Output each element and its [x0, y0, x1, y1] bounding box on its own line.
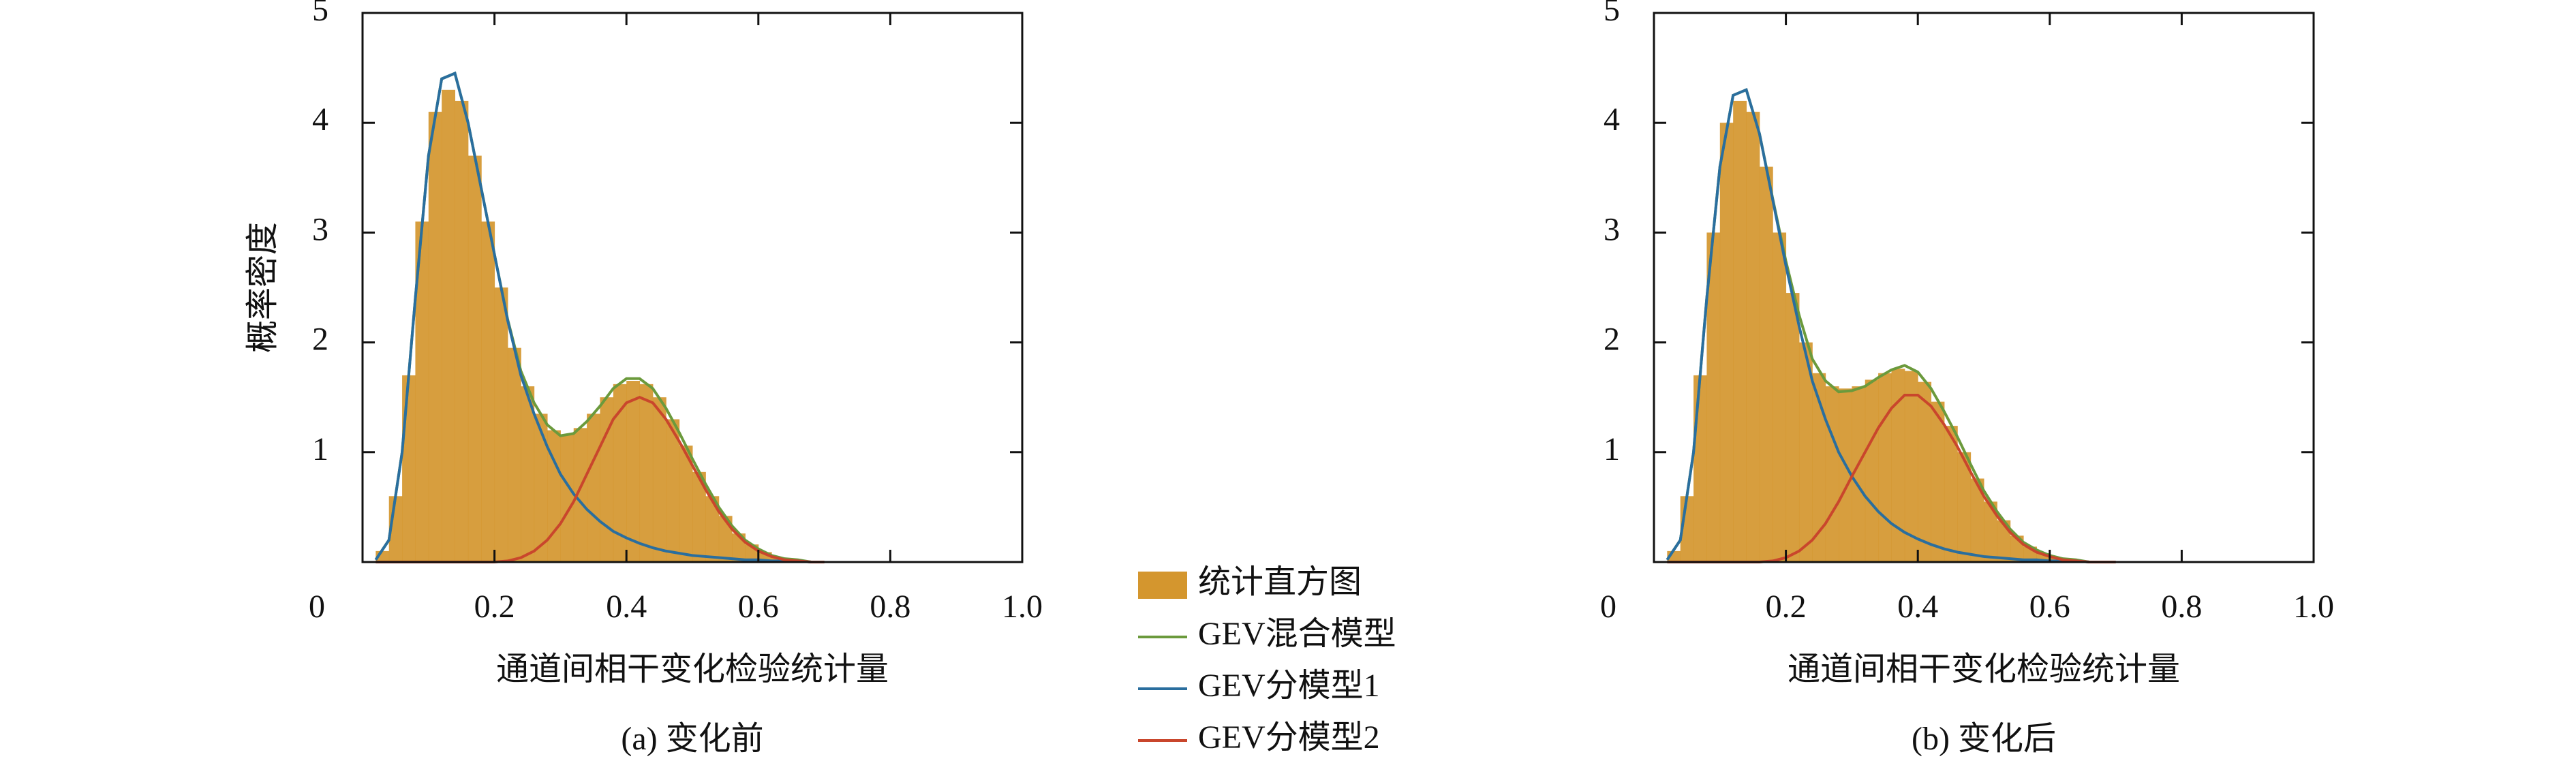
legend-label: GEV混合模型 — [1198, 616, 1396, 652]
histogram-bar — [415, 221, 429, 562]
x-tick-label: 0.6 — [2029, 589, 2070, 625]
histogram-bar — [1891, 369, 1905, 562]
y-tick-label: 2 — [312, 322, 328, 358]
y-axis-label: 概率密度 — [245, 222, 281, 353]
histogram-bar — [1904, 371, 1918, 562]
histogram-bar — [1918, 382, 1932, 562]
histogram-bar — [1865, 379, 1879, 562]
histogram-bar — [666, 419, 680, 562]
histogram-bar — [507, 347, 521, 562]
legend-swatch — [1138, 572, 1187, 599]
y-tick-label: 3 — [1604, 211, 1620, 247]
histogram-bar — [1785, 293, 1800, 562]
histogram-bar — [718, 516, 733, 562]
histogram-bar — [442, 89, 456, 563]
legend: 统计直方图 GEV混合模型 GEV分模型1 GEV分模型2 — [1138, 564, 1396, 756]
plot-frame — [1653, 12, 2315, 563]
histogram-bar — [1944, 426, 1958, 562]
histogram-bar — [1839, 388, 1852, 562]
x-tick-label: 0.8 — [870, 589, 910, 625]
histogram-bar — [1773, 232, 1787, 562]
histogram-bar — [705, 496, 720, 562]
histogram-bar — [534, 414, 548, 562]
histogram-bar — [626, 381, 641, 562]
histogram-bar — [494, 287, 508, 562]
caption: (b) 变化后 — [1912, 721, 2056, 757]
y-tick-label: 5 — [312, 0, 328, 28]
x-tick-label: 0.6 — [738, 589, 779, 625]
x-tick-label: 0.2 — [1766, 589, 1807, 625]
x-tick-label: 0 — [1600, 589, 1616, 625]
histogram-bar — [1878, 373, 1892, 562]
legend-label: 统计直方图 — [1198, 564, 1362, 600]
x-axis-label: 通道间相干变化检验统计量 — [496, 651, 889, 687]
caption: (a) 变化前 — [621, 721, 763, 757]
histogram-bar — [1970, 478, 1984, 562]
density-line — [374, 71, 825, 563]
histogram-bar — [402, 375, 416, 562]
histogram-bar — [679, 446, 693, 562]
density-line — [1666, 88, 2116, 563]
x-axis-label: 通道间相干变化检验统计量 — [1788, 651, 2180, 687]
y-tick-label: 4 — [312, 102, 328, 138]
y-tick-label: 3 — [312, 211, 328, 247]
histogram-bar — [1719, 123, 1734, 562]
histogram-bar — [481, 221, 495, 562]
histogram-bar — [1733, 100, 1747, 562]
x-tick-label: 0 — [309, 589, 325, 625]
histogram-bar — [1825, 386, 1839, 562]
chart: 1 2 3 4 5 0 0.2 0.4 0.6 0.8 1.0 通道间相干变化检验统计量 (a) 变化前… — [245, 0, 1043, 757]
histogram-bar — [1693, 375, 1707, 562]
histogram-bar — [467, 155, 482, 562]
x-tick-label: 1.0 — [1002, 589, 1043, 625]
y-axis-label: 概率密度 — [245, 222, 281, 353]
histogram-bar — [1798, 342, 1813, 562]
histogram-bar — [1759, 166, 1773, 562]
x-tick-label: 0.2 — [474, 589, 515, 625]
histogram-bar — [1812, 373, 1826, 562]
histogram-bar — [1746, 112, 1760, 562]
histogram-bar — [652, 397, 666, 562]
histogram-bar — [1852, 386, 1866, 562]
plot-frame — [361, 12, 1024, 563]
histogram-bar — [613, 384, 627, 562]
chart: 1 2 3 4 5 0 0.2 0.4 0.6 0.8 1.0 通道间相干变化检验统计量 (b) 变化后… — [245, 0, 2334, 757]
y-tick-label: 2 — [1604, 322, 1620, 358]
histogram-bar — [428, 112, 442, 562]
histogram-bar — [1706, 232, 1721, 562]
y-tick-label: 4 — [1604, 102, 1620, 138]
histogram-bar — [1957, 452, 1972, 562]
legend-label: GEV分模型2 — [1198, 719, 1380, 756]
y-tick-label: 1 — [312, 431, 328, 467]
y-tick-label: 5 — [1604, 0, 1620, 28]
histogram-bar — [1931, 401, 1945, 562]
x-tick-label: 1.0 — [2293, 589, 2334, 625]
y-tick-label: 1 — [1604, 431, 1620, 467]
histogram-bar — [692, 471, 706, 562]
histogram-bar — [521, 386, 535, 562]
x-tick-label: 0.4 — [606, 589, 647, 625]
histogram-bar — [587, 414, 600, 562]
histogram-bar — [1984, 501, 1997, 562]
histogram-bar — [573, 428, 587, 562]
histogram-bar — [639, 384, 654, 562]
x-tick-label: 0.8 — [2161, 589, 2202, 625]
legend-label: GEV分模型1 — [1198, 668, 1380, 704]
histogram-bar — [560, 435, 574, 562]
histogram-bar — [455, 100, 469, 562]
x-tick-label: 0.4 — [1897, 589, 1938, 625]
